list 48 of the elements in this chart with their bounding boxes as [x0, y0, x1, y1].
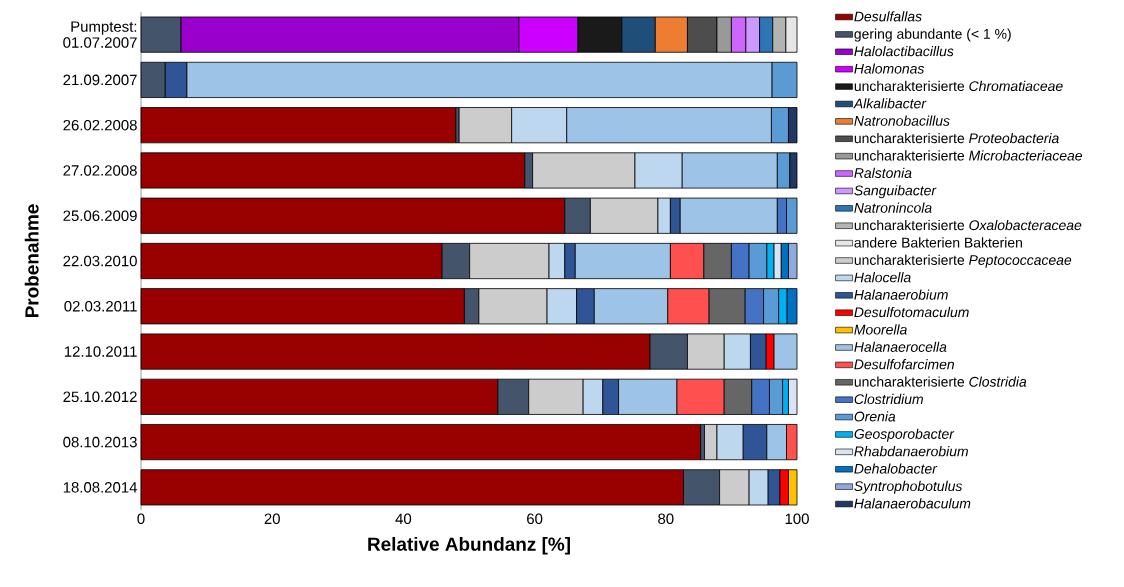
legend-label: Ralstonia: [854, 167, 912, 178]
x-tick-label: 60: [527, 513, 543, 525]
legend-label: Desulfallas: [854, 11, 922, 22]
legend-label: Natronincola: [854, 202, 932, 213]
x-tick-label: 80: [658, 513, 674, 525]
legend-label: Halanaerocella: [854, 341, 947, 352]
legend-label: Halolactibacillus: [854, 45, 954, 57]
y-tick-label: 21.09.2007: [63, 74, 137, 86]
y-tick-label: 12.10.2011: [64, 346, 137, 357]
y-tick-label: 26.02.2008: [63, 119, 137, 131]
legend-label: Halanaerobium: [854, 289, 948, 300]
legend-label: Alkalibacter: [853, 98, 927, 109]
legend-label: uncharakterisierte Peptococcaceae: [854, 254, 1072, 268]
legend-label: Desulfofarcimen: [854, 359, 954, 370]
legend-label: uncharakterisierte Oxalobacteraceae: [854, 219, 1082, 231]
legend-label: Rhabdanaerobium: [854, 446, 968, 457]
x-tick-label: 40: [395, 513, 412, 525]
legend-label: Natronobacillus: [854, 115, 950, 126]
x-axis-title: Relative Abundanz [%]: [368, 536, 570, 555]
y-tick-label: 22.03.2010: [63, 255, 137, 267]
y-tick-label: 25.06.2009: [63, 210, 137, 222]
y-tick-label: 02.03.2011: [64, 300, 137, 312]
y-tick-label: 25.10.2012: [63, 391, 137, 403]
legend-label: uncharakterisierte Chromatiaceae: [854, 80, 1063, 92]
legend-label: Desulfotomaculum: [854, 306, 969, 318]
legend-label: Clostridium: [854, 393, 923, 405]
x-tick-label: 0: [137, 513, 145, 525]
y-tick-label: 08.10.2013: [63, 436, 137, 448]
legend-label: Geosporobacter: [854, 428, 955, 442]
legend-label: Halanaerobaculum: [854, 498, 971, 509]
legend-label: Orenia: [854, 411, 896, 422]
x-tick-label: 20: [264, 513, 280, 525]
legend-label: Halomonas: [854, 63, 925, 74]
legend-label: Sanguibacter: [854, 185, 937, 199]
legend-label: Moorella: [854, 324, 907, 335]
y-tick-label: 27.02.2008: [63, 165, 137, 176]
legend-label: gering abundante (< 1 %): [854, 28, 1011, 42]
legend-label: andere Bakterien Bakterien: [854, 237, 1022, 248]
legend-label: uncharakterisierte Clostridia: [854, 376, 1027, 387]
legend-label: uncharakterisierte Proteobacteria: [854, 132, 1059, 144]
y-tick-label: 18.08.2014: [63, 482, 138, 493]
x-tick-label: 100: [785, 513, 809, 525]
legend-label: Halocella: [854, 272, 911, 283]
legend-label: Syntrophobotulus: [854, 480, 963, 494]
legend-label: uncharakterisierte Microbacteriaceae: [854, 150, 1083, 161]
y-axis-title: Probenahme: [24, 204, 39, 318]
legend-label: Dehalobacter: [854, 463, 938, 474]
y-tick-label: Pumptest: 01.07.2007: [63, 21, 137, 48]
